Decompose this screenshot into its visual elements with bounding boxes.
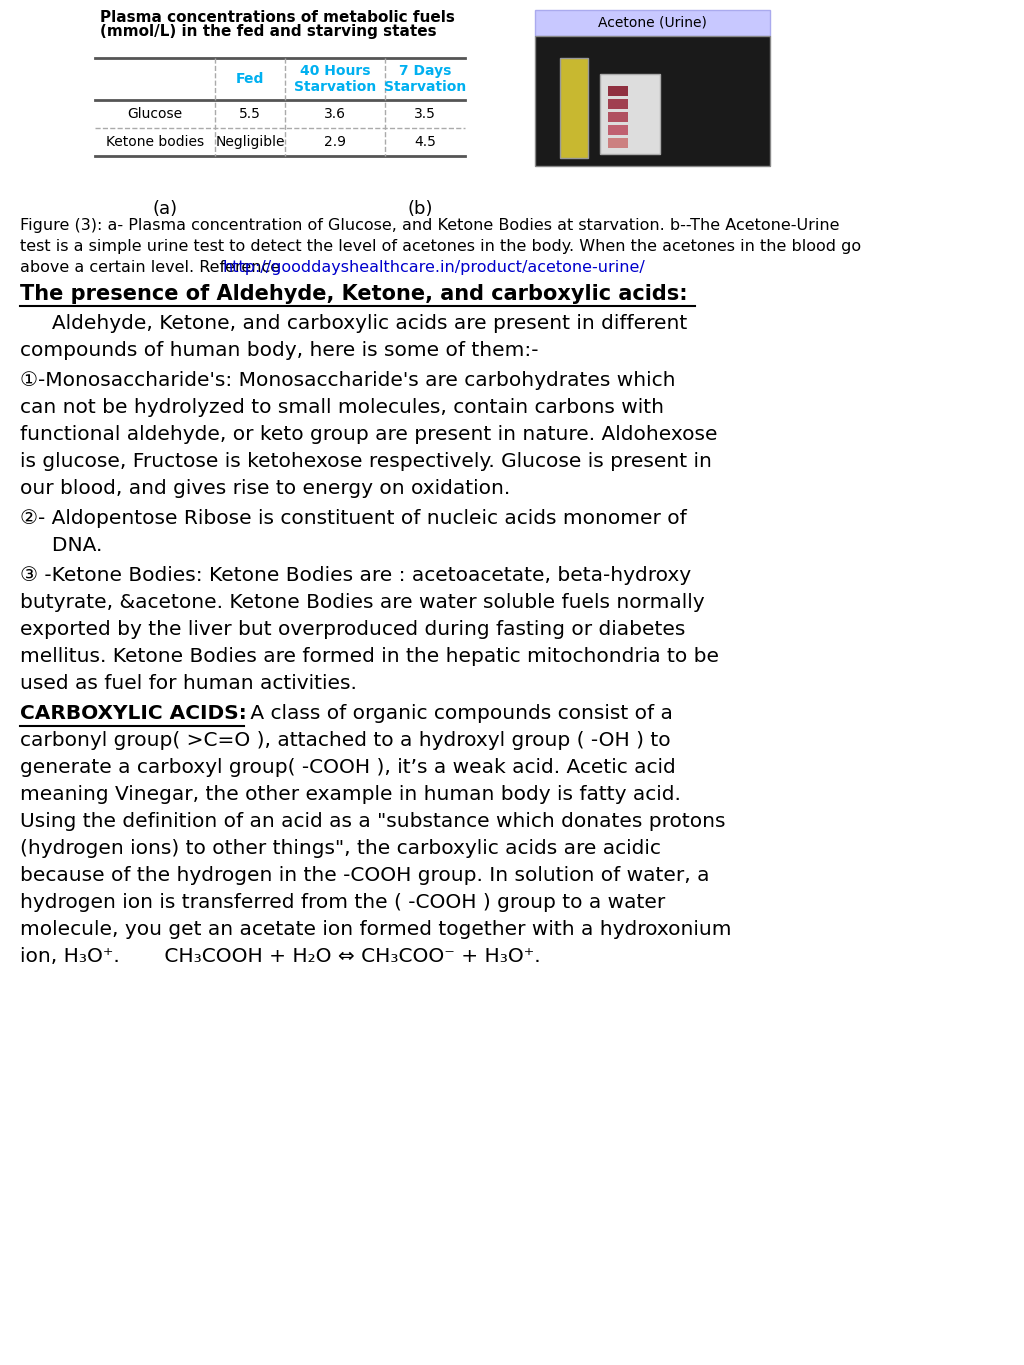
Text: http://gooddayshealthcare.in/product/acetone-urine/: http://gooddayshealthcare.in/product/ace… — [223, 259, 646, 274]
Text: 7 Days
Starvation: 7 Days Starvation — [384, 64, 466, 94]
Text: Aldehyde, Ketone, and carboxylic acids are present in different: Aldehyde, Ketone, and carboxylic acids a… — [20, 314, 687, 333]
Text: 4.5: 4.5 — [414, 135, 436, 149]
Text: Glucose: Glucose — [127, 106, 182, 121]
Text: ③ -Ketone Bodies: Ketone Bodies are : acetoacetate, beta-hydroxy: ③ -Ketone Bodies: Ketone Bodies are : ac… — [20, 566, 691, 586]
Text: compounds of human body, here is some of them:-: compounds of human body, here is some of… — [20, 341, 539, 360]
Text: Ketone bodies: Ketone bodies — [105, 135, 204, 149]
Text: exported by the liver but overproduced during fasting or diabetes: exported by the liver but overproduced d… — [20, 620, 685, 639]
Text: (b): (b) — [408, 201, 433, 218]
Text: ①-Monosaccharide's: Monosaccharide's are carbohydrates which: ①-Monosaccharide's: Monosaccharide's are… — [20, 371, 676, 390]
Text: meaning Vinegar, the other example in human body is fatty acid.: meaning Vinegar, the other example in hu… — [20, 785, 681, 804]
Text: Acetone (Urine): Acetone (Urine) — [598, 16, 707, 30]
FancyBboxPatch shape — [608, 86, 628, 96]
FancyBboxPatch shape — [608, 138, 628, 147]
Text: butyrate, &acetone. Ketone Bodies are water soluble fuels normally: butyrate, &acetone. Ketone Bodies are wa… — [20, 592, 705, 612]
Text: ion, H₃O⁺.       CH₃COOH + H₂O ⇔ CH₃COO⁻ + H₃O⁺.: ion, H₃O⁺. CH₃COOH + H₂O ⇔ CH₃COO⁻ + H₃O… — [20, 947, 541, 966]
Text: CARBOXYLIC ACIDS:: CARBOXYLIC ACIDS: — [20, 704, 247, 723]
Text: our blood, and gives rise to energy on oxidation.: our blood, and gives rise to energy on o… — [20, 479, 510, 498]
Text: 5.5: 5.5 — [239, 106, 261, 121]
Text: 3.6: 3.6 — [324, 106, 346, 121]
FancyBboxPatch shape — [608, 100, 628, 109]
FancyBboxPatch shape — [535, 10, 770, 35]
FancyBboxPatch shape — [608, 126, 628, 135]
Text: Using the definition of an acid as a "substance which donates protons: Using the definition of an acid as a "su… — [20, 812, 725, 831]
Text: Plasma concentrations of metabolic fuels: Plasma concentrations of metabolic fuels — [100, 10, 455, 25]
FancyBboxPatch shape — [560, 57, 588, 158]
Text: ②- Aldopentose Ribose is constituent of nucleic acids monomer of: ②- Aldopentose Ribose is constituent of … — [20, 509, 687, 528]
Text: (a): (a) — [153, 201, 177, 218]
FancyBboxPatch shape — [535, 35, 770, 167]
Text: The presence of Aldehyde, Ketone, and carboxylic acids:: The presence of Aldehyde, Ketone, and ca… — [20, 284, 688, 304]
Text: above a certain level. Reference: above a certain level. Reference — [20, 259, 286, 274]
Text: A class of organic compounds consist of a: A class of organic compounds consist of … — [244, 704, 673, 723]
Text: Negligible: Negligible — [215, 135, 285, 149]
Text: Fed: Fed — [236, 72, 264, 86]
Text: is glucose, Fructose is ketohexose respectively. Glucose is present in: is glucose, Fructose is ketohexose respe… — [20, 452, 712, 471]
Text: 40 Hours
Starvation: 40 Hours Starvation — [294, 64, 376, 94]
Text: carbonyl group( >C=O ), attached to a hydroxyl group ( -OH ) to: carbonyl group( >C=O ), attached to a hy… — [20, 732, 671, 749]
Text: (hydrogen ions) to other things", the carboxylic acids are acidic: (hydrogen ions) to other things", the ca… — [20, 839, 660, 859]
Text: test is a simple urine test to detect the level of acetones in the body. When th: test is a simple urine test to detect th… — [20, 239, 861, 254]
Text: (mmol/L) in the fed and starving states: (mmol/L) in the fed and starving states — [100, 25, 436, 40]
FancyBboxPatch shape — [608, 112, 628, 121]
Text: mellitus. Ketone Bodies are formed in the hepatic mitochondria to be: mellitus. Ketone Bodies are formed in th… — [20, 647, 719, 666]
FancyBboxPatch shape — [600, 74, 660, 154]
Text: hydrogen ion is transferred from the ( -COOH ) group to a water: hydrogen ion is transferred from the ( -… — [20, 893, 666, 912]
Text: can not be hydrolyzed to small molecules, contain carbons with: can not be hydrolyzed to small molecules… — [20, 399, 664, 416]
Text: generate a carboxyl group( -COOH ), it’s a weak acid. Acetic acid: generate a carboxyl group( -COOH ), it’s… — [20, 758, 676, 777]
Text: 2.9: 2.9 — [324, 135, 346, 149]
Text: functional aldehyde, or keto group are present in nature. Aldohexose: functional aldehyde, or keto group are p… — [20, 425, 718, 444]
Text: molecule, you get an acetate ion formed together with a hydroxonium: molecule, you get an acetate ion formed … — [20, 920, 731, 939]
Text: because of the hydrogen in the -COOH group. In solution of water, a: because of the hydrogen in the -COOH gro… — [20, 865, 710, 885]
Text: DNA.: DNA. — [20, 536, 102, 556]
Text: used as fuel for human activities.: used as fuel for human activities. — [20, 674, 357, 693]
Text: 3.5: 3.5 — [414, 106, 436, 121]
Text: Figure (3): a- Plasma concentration of Glucose, and Ketone Bodies at starvation.: Figure (3): a- Plasma concentration of G… — [20, 218, 840, 233]
